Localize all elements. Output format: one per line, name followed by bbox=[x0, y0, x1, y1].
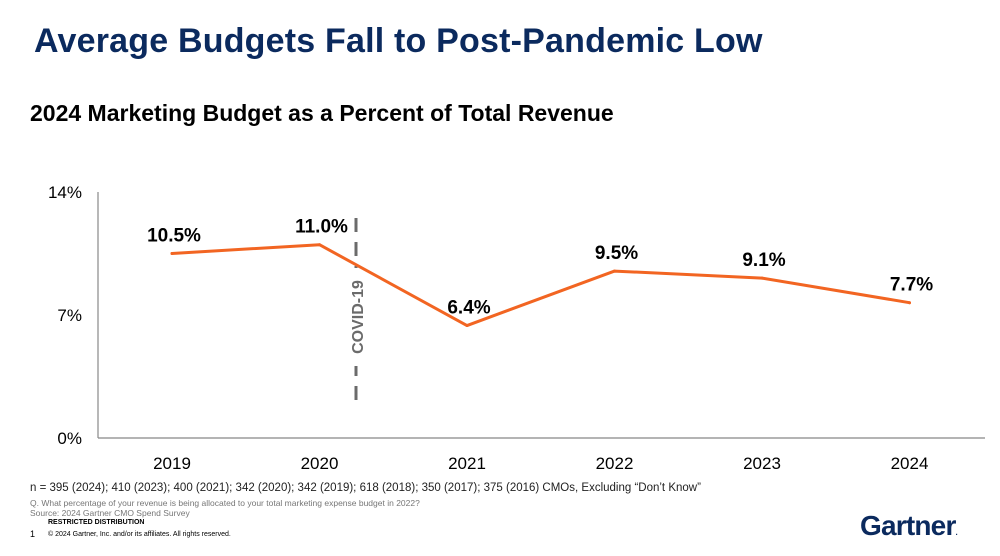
covid-annotation: COVID-19 bbox=[345, 218, 367, 410]
survey-question: Q. What percentage of your revenue is be… bbox=[30, 498, 420, 508]
logo-text: Gartner bbox=[860, 510, 956, 541]
data-label: 10.5% bbox=[147, 226, 201, 247]
x-tick-label: 2021 bbox=[448, 454, 486, 470]
data-label: 9.5% bbox=[595, 243, 638, 264]
data-label: 11.0% bbox=[295, 217, 348, 238]
chart-axes: 0% 7% 14% 2019 2020 2021 2022 2023 2024 bbox=[48, 183, 985, 470]
series-line bbox=[170, 243, 911, 328]
covid-label: COVID-19 bbox=[350, 280, 367, 354]
sample-size-footnote: n = 395 (2024); 410 (2023); 400 (2021); … bbox=[30, 482, 701, 494]
x-tick-label: 2019 bbox=[153, 454, 191, 470]
y-tick-label: 14% bbox=[48, 183, 82, 202]
y-tick-label: 7% bbox=[57, 306, 82, 325]
restricted-distribution-label: RESTRICTED DISTRIBUTION bbox=[48, 519, 145, 526]
line-chart: 0% 7% 14% 2019 2020 2021 2022 2023 2024 COVID-19… bbox=[48, 183, 985, 470]
x-tick-label: 2020 bbox=[301, 454, 339, 470]
logo-dot: . bbox=[955, 528, 959, 537]
source-note: Source: 2024 Gartner CMO Spend Survey bbox=[30, 508, 190, 518]
chart-subtitle: 2024 Marketing Budget as a Percent of To… bbox=[30, 100, 614, 126]
copyright-notice: © 2024 Gartner, Inc. and/or its affiliat… bbox=[48, 531, 231, 538]
gartner-logo: Gartner. bbox=[860, 510, 959, 542]
x-tick-label: 2024 bbox=[891, 454, 929, 470]
data-label: 6.4% bbox=[447, 298, 490, 319]
data-label: 9.1% bbox=[742, 250, 785, 271]
data-point bbox=[170, 252, 174, 255]
x-tick-label: 2022 bbox=[596, 454, 634, 470]
page-number: 1 bbox=[30, 529, 36, 539]
data-point bbox=[465, 324, 469, 328]
y-tick-label: 0% bbox=[57, 429, 82, 448]
data-point bbox=[613, 269, 616, 273]
covid-label-background bbox=[345, 268, 367, 366]
data-point bbox=[908, 301, 911, 305]
page-title: Average Budgets Fall to Post-Pandemic Lo… bbox=[34, 22, 763, 60]
data-point bbox=[318, 243, 321, 247]
x-tick-label: 2023 bbox=[743, 454, 781, 470]
data-label-group: 10.5% 11.0% 6.4% 9.5% 9.1% 7.7% bbox=[147, 217, 933, 319]
series-line-group bbox=[170, 243, 911, 328]
data-label: 7.7% bbox=[890, 275, 933, 296]
data-point bbox=[760, 276, 764, 280]
